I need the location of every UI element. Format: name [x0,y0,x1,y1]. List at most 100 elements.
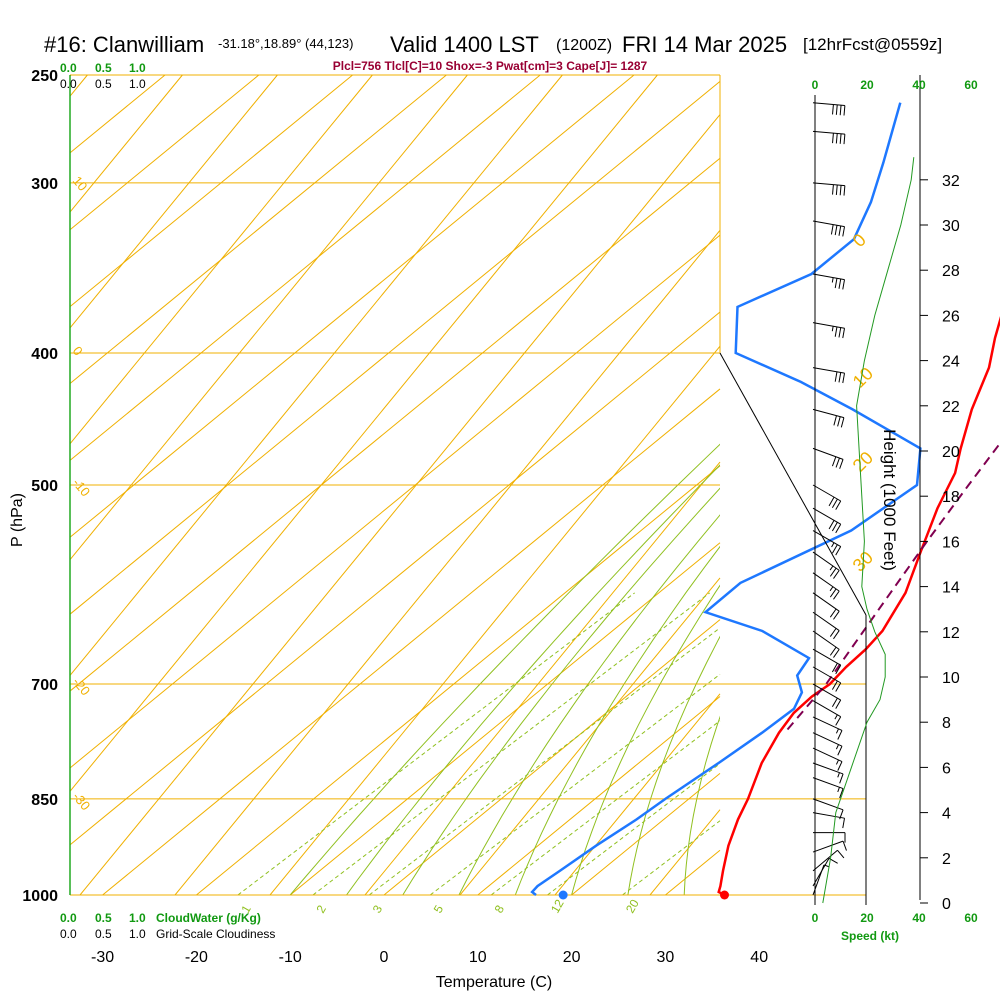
height-tick-label: 22 [942,399,960,416]
height-tick-label: 30 [942,218,960,235]
height-tick-label: 12 [942,625,960,642]
mixing-ratio-label: 2 [313,902,329,915]
isotherm-line [477,696,721,896]
temperature-tick-label: -30 [91,949,114,966]
isotherm-line [69,157,721,692]
isotherm-label: -20 [70,674,94,698]
dry-adiabat-line [69,74,88,97]
temperature-tick-label: 20 [563,949,581,966]
y-axis-label: P (hPa) [9,493,26,547]
dry-adiabat-line [459,577,721,896]
speed-tick-top: 20 [860,78,874,92]
wind-barb [812,447,844,469]
dry-adiabat-line [69,74,373,445]
wind-barb [812,551,840,579]
isotherm-label: 0 [70,343,86,358]
mixing-ratio-line [622,820,721,896]
height-tick-label: 32 [942,173,960,190]
speed-panel-edge [719,352,867,616]
wind-barb [812,130,846,145]
wind-barb [813,832,846,843]
x-axis-label: Temperature (C) [436,974,552,991]
temperature-tick-label: -20 [185,949,208,966]
dry-adiabat-label: 20 [849,448,877,476]
wind-barb-panel [812,102,847,896]
wind-barb [812,273,846,290]
dry-adiabat-label: 0 [849,230,870,251]
mixing-ratio-line [429,673,721,896]
mixing-ratio-line [237,592,635,896]
wind-barb [812,762,844,784]
moist-adiabat-line [289,443,720,895]
wind-barb [812,530,842,556]
chart-axes: 2503004005007008501000100-10-20-30010203… [22,68,959,966]
wind-barb [812,700,842,726]
forecast-tag: [12hrFcst@0559z] [803,35,942,54]
dry-adiabat-line [69,74,278,329]
wind-barb [812,648,842,675]
speed-tick-bottom: 20 [860,911,874,925]
height-tick-label: 24 [942,354,960,371]
pressure-tick-label: 250 [31,68,58,85]
wind-barb [812,857,838,887]
dry-adiabat-line [554,693,721,896]
dry-adiabat-line [69,74,183,213]
height-tick-label: 4 [942,806,951,823]
surface-dewpoint-point [558,890,568,900]
dry-adiabat-line [269,345,721,896]
stability-indices: Plcl=756 Tlcl[C]=10 Shox=-3 Pwat[cm]=3 C… [333,59,648,73]
moist-adiabat-line [627,635,720,895]
isotherm-line [289,542,721,896]
wind-barb [812,220,846,237]
valid-date: FRI 14 Mar 2025 [622,32,787,57]
speed-tick-top: 0 [812,78,819,92]
dry-adiabat-line [364,461,721,896]
bottom-scale-tick-1: 0.5 [95,911,112,925]
speed-profile-line [822,157,915,904]
dry-adiabat-line [649,809,721,896]
wind-barb [812,484,842,510]
wind-barb [812,572,840,600]
top-scale-tick-2: 1.0 [129,61,146,75]
dry-adiabat-line [69,74,658,792]
dry-adiabat-line [69,74,563,676]
height-tick-label: 18 [942,489,960,506]
moist-adiabat-line [514,545,720,895]
speed-tick-bottom: 40 [912,911,926,925]
pressure-tick-label: 1000 [22,888,58,905]
moist-adiabat-line [739,75,1000,895]
isotherm-line [69,74,635,538]
top-scale-tick-1: 0.5 [95,61,112,75]
parcel-line [786,441,1000,731]
isotherm-label: -10 [70,475,94,499]
speed-tick-top: 60 [964,78,978,92]
wind-barb [812,812,846,829]
wind-barb [812,798,844,820]
height-tick-label: 2 [942,851,951,868]
dry-adiabat-line [174,230,721,896]
moist-adiabat-line [571,584,720,895]
isotherm-line [196,465,721,896]
zulu-time: (1200Z) [556,37,612,54]
height-tick-label: 0 [942,896,951,913]
temperature-tick-label: 10 [469,949,487,966]
mixing-ratio-label: 5 [431,902,447,915]
speed-tick-bottom: 0 [812,911,819,925]
wind-barb [812,849,845,872]
height-tick-label: 16 [942,534,960,551]
mixing-ratio-line [490,720,721,896]
dry-adiabat-line [79,114,721,896]
pressure-tick-label: 400 [31,346,58,363]
bottom-scale-tick-2b: 1.0 [129,927,146,941]
mixing-ratio-line [312,592,711,896]
pressure-tick-label: 850 [31,792,58,809]
height-tick-label: 8 [942,715,951,732]
moist-adiabat-line [458,514,720,895]
chart-series [530,102,1000,900]
chart-grid: 1 2 3 5 8 12 20 [69,74,1000,916]
bottom-scale-tick-0b: 0.0 [60,927,77,941]
speed-axis-label: Speed (kt) [841,929,899,943]
wind-barb [812,840,847,853]
dry-adiabat-line [69,74,468,560]
